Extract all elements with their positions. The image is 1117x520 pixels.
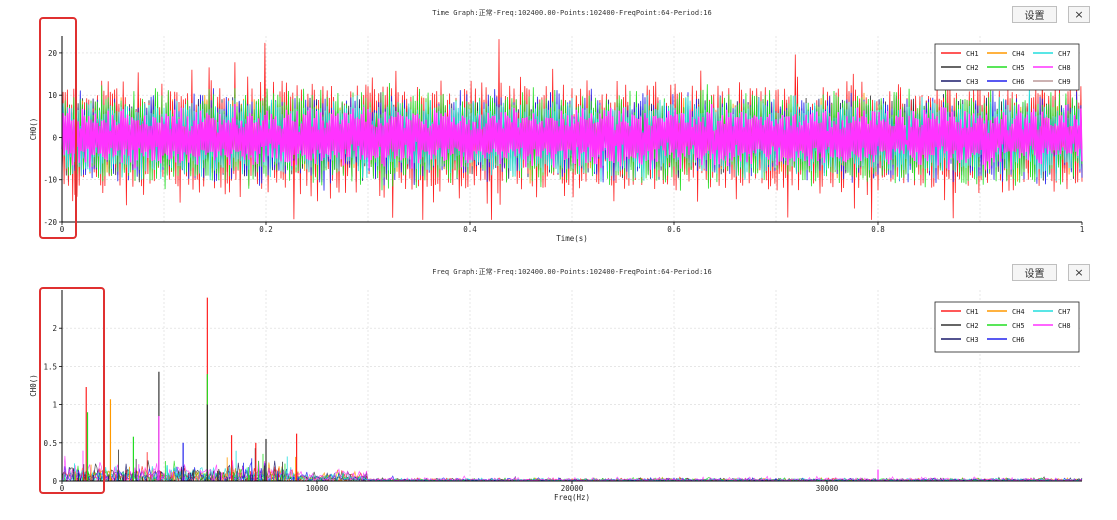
time-close-icon[interactable]: × xyxy=(1068,6,1090,23)
legend-label-ch6: CH6 xyxy=(1012,336,1025,344)
legend-label-ch3: CH3 xyxy=(966,78,979,86)
legend-label-ch7: CH7 xyxy=(1058,50,1071,58)
freq-x-tick-label: 20000 xyxy=(561,484,584,493)
freq-x-tick-label: 30000 xyxy=(816,484,839,493)
freq-legend: CH1 CH2 CH3 CH4 CH5 CH6 CH7 CH8 xyxy=(934,301,1080,353)
legend-label-ch9: CH9 xyxy=(1058,78,1071,86)
time-y-axis-label: CH0() xyxy=(29,118,38,141)
time-graph-panel: Time Graph:正常-Freq:102400.00-Points:1024… xyxy=(29,8,1084,243)
time-graph-title: Time Graph:正常-Freq:102400.00-Points:1024… xyxy=(432,8,712,17)
time-x-tick-label: 0.4 xyxy=(463,225,477,234)
time-y-tick-label: 20 xyxy=(48,49,58,58)
legend-label-ch8: CH8 xyxy=(1058,64,1071,72)
legend-label-ch8: CH8 xyxy=(1058,322,1071,330)
freq-plot-area xyxy=(61,297,1083,483)
time-y-tick-label: -10 xyxy=(43,176,57,185)
time-y-tick-label: 10 xyxy=(48,91,58,100)
freq-x-tick-label: 10000 xyxy=(306,484,329,493)
time-x-tick-label: 1 xyxy=(1080,225,1085,234)
time-settings-button[interactable]: 设置 xyxy=(1012,6,1057,23)
time-x-tick-label: 0.6 xyxy=(667,225,681,234)
time-legend: CH1 CH2 CH3 CH4 CH5 CH6 CH7 CH8 CH9 xyxy=(934,43,1080,91)
freq-x-tick-label: 0 xyxy=(60,484,65,493)
legend-label-ch3: CH3 xyxy=(966,336,979,344)
time-x-axis-label: Time(s) xyxy=(556,234,588,243)
freq-y-tick-label: 1 xyxy=(52,401,57,410)
legend-label-ch4: CH4 xyxy=(1012,50,1025,58)
freq-x-axis-label: Freq(Hz) xyxy=(554,493,590,502)
legend-label-ch5: CH5 xyxy=(1012,64,1025,72)
series-line-ch8 xyxy=(61,103,1083,171)
time-x-tick-label: 0.2 xyxy=(259,225,273,234)
freq-graph-panel: Freq Graph:正常-Freq:102400.00-Points:1024… xyxy=(29,267,1083,502)
highlight-box-freq xyxy=(39,287,105,494)
freq-y-tick-label: 1.5 xyxy=(43,362,57,371)
legend-label-ch2: CH2 xyxy=(966,322,979,330)
legend-label-ch5: CH5 xyxy=(1012,322,1025,330)
time-y-tick-label: -20 xyxy=(43,218,57,227)
freq-y-tick-label: 2 xyxy=(52,324,57,333)
time-x-tick-label: 0.8 xyxy=(871,225,885,234)
freq-y-tick-label: 0 xyxy=(52,477,57,486)
freq-close-icon[interactable]: × xyxy=(1068,264,1090,281)
freq-y-axis-label: CH0() xyxy=(29,374,38,397)
highlight-box-time xyxy=(39,17,77,239)
time-plot-area xyxy=(61,39,1083,220)
legend-label-ch4: CH4 xyxy=(1012,308,1025,316)
legend-label-ch2: CH2 xyxy=(966,64,979,72)
freq-settings-button[interactable]: 设置 xyxy=(1012,264,1057,281)
legend-label-ch6: CH6 xyxy=(1012,78,1025,86)
legend-label-ch7: CH7 xyxy=(1058,308,1071,316)
time-x-tick-label: 0 xyxy=(60,225,65,234)
legend-label-ch1: CH1 xyxy=(966,50,979,58)
time-y-tick-label: 0 xyxy=(52,133,57,142)
legend-label-ch1: CH1 xyxy=(966,308,979,316)
freq-y-tick-label: 0.5 xyxy=(43,439,57,448)
freq-graph-title: Freq Graph:正常-Freq:102400.00-Points:1024… xyxy=(432,267,712,276)
